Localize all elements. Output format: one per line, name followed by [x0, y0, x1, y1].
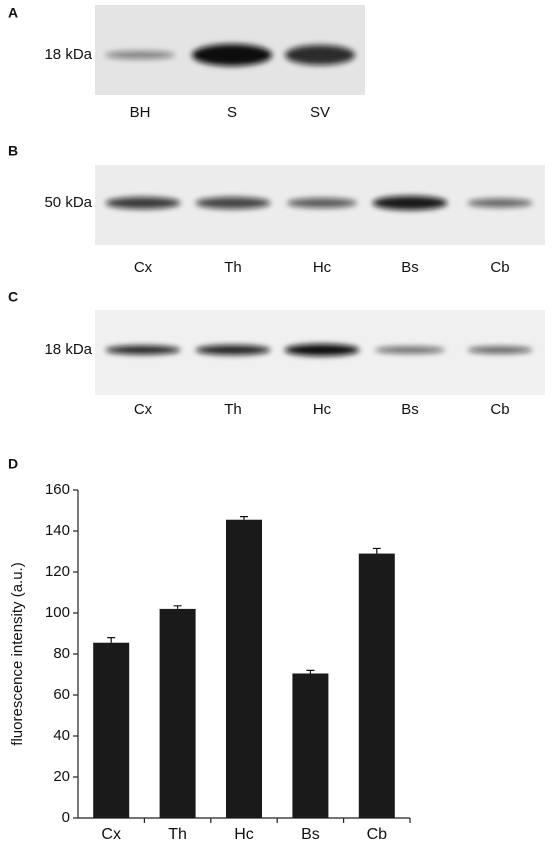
blot-band	[195, 197, 271, 209]
x-tick-label: Th	[168, 826, 187, 843]
lane-label: S	[227, 104, 237, 121]
blot-band	[195, 345, 271, 355]
blot-band	[105, 197, 181, 209]
error-bar	[240, 516, 248, 520]
blot-band	[375, 346, 445, 354]
blot-band	[467, 346, 533, 354]
bar	[226, 519, 262, 818]
panel-label: C	[8, 289, 18, 305]
molecular-weight-marker: 50 kDa	[44, 194, 92, 211]
x-tick-label: Cx	[101, 826, 121, 843]
y-tick-label: 60	[53, 686, 70, 703]
lane-label: Hc	[313, 259, 332, 276]
lane-label: Bs	[401, 401, 419, 418]
y-tick-label: 100	[45, 604, 70, 621]
error-bar	[173, 605, 182, 609]
molecular-weight-marker: 18 kDa	[44, 341, 92, 358]
blot-band	[105, 51, 175, 59]
y-tick-label: 160	[45, 481, 70, 498]
y-tick-label: 20	[53, 768, 70, 785]
error-bar	[306, 669, 315, 674]
lane-label: Th	[224, 401, 242, 418]
y-tick-label: 0	[62, 809, 70, 826]
lane-label: Cx	[134, 401, 153, 418]
y-tick-label: 80	[53, 645, 70, 662]
lane-label: Bs	[401, 259, 419, 276]
panel-label: D	[8, 456, 18, 472]
lane-label: Th	[224, 259, 242, 276]
blot-band	[467, 198, 533, 208]
panel-label: A	[8, 5, 18, 21]
lane-label: BH	[130, 104, 151, 121]
bar	[292, 673, 329, 818]
lane-label: SV	[310, 104, 330, 121]
lane-label: Cb	[490, 259, 509, 276]
lane-label: Cb	[490, 401, 509, 418]
panel-label: B	[8, 143, 18, 159]
lane-label: Cx	[134, 259, 153, 276]
y-tick-label: 120	[45, 563, 70, 580]
lane-label: Hc	[313, 401, 332, 418]
error-bar	[107, 637, 116, 643]
blot-band	[287, 198, 357, 208]
blot-band	[285, 45, 355, 65]
x-tick-label: Cb	[367, 826, 388, 843]
molecular-weight-marker: 18 kDa	[44, 46, 92, 63]
blot-band	[105, 345, 181, 355]
bar	[93, 642, 130, 818]
y-axis-label: fluorescence intensity (a.u.)	[9, 562, 26, 745]
x-tick-label: Bs	[301, 826, 320, 843]
blot-band	[192, 44, 272, 66]
blot-band	[372, 196, 448, 210]
y-tick-label: 140	[45, 522, 70, 539]
bar	[159, 608, 196, 818]
blot-band	[284, 344, 360, 356]
y-tick-label: 40	[53, 727, 70, 744]
bar	[358, 553, 395, 818]
error-bar	[372, 547, 381, 554]
x-tick-label: Hc	[234, 826, 254, 843]
